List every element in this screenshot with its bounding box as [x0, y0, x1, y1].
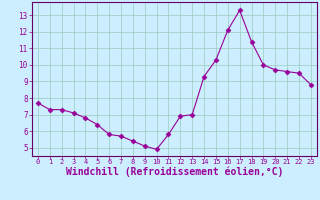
X-axis label: Windchill (Refroidissement éolien,°C): Windchill (Refroidissement éolien,°C): [66, 167, 283, 177]
